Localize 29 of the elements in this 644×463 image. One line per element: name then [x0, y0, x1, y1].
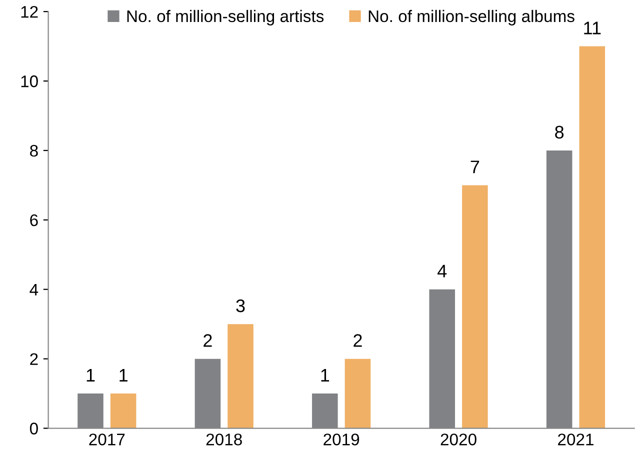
data-label: 11: [584, 22, 601, 34]
bar: [110, 394, 136, 428]
data-label: 1: [86, 369, 95, 382]
x-tick-label: 2017: [89, 434, 125, 446]
bar: [462, 185, 488, 428]
x-tick-label: 2020: [440, 434, 476, 446]
data-label: 3: [236, 299, 245, 312]
data-label: 7: [470, 160, 480, 174]
data-label: 4: [438, 264, 447, 278]
data-label: 1: [120, 369, 128, 382]
y-tick-label: 8: [30, 144, 38, 157]
legend-label: No. of million-selling artists: [127, 10, 324, 26]
data-label: 8: [555, 126, 564, 139]
y-tick-label: 0: [30, 422, 38, 434]
legend-label: No. of million-selling albums: [368, 10, 574, 26]
x-tick-label: 2018: [206, 434, 242, 446]
y-tick-label: 2: [30, 353, 38, 365]
bar: [228, 324, 254, 428]
y-tick-label: 12: [21, 6, 38, 18]
bar: [344, 358, 371, 428]
y-tick-label: 10: [21, 75, 38, 88]
x-tick-label: 2021: [558, 434, 594, 446]
x-tick-label: 2019: [324, 434, 360, 446]
data-label: 1: [321, 369, 330, 382]
bar: [579, 46, 606, 428]
y-tick-label: 6: [30, 214, 38, 226]
data-label: 2: [354, 334, 362, 347]
y-tick-label: 4: [30, 284, 38, 296]
data-label: 2: [204, 334, 212, 347]
